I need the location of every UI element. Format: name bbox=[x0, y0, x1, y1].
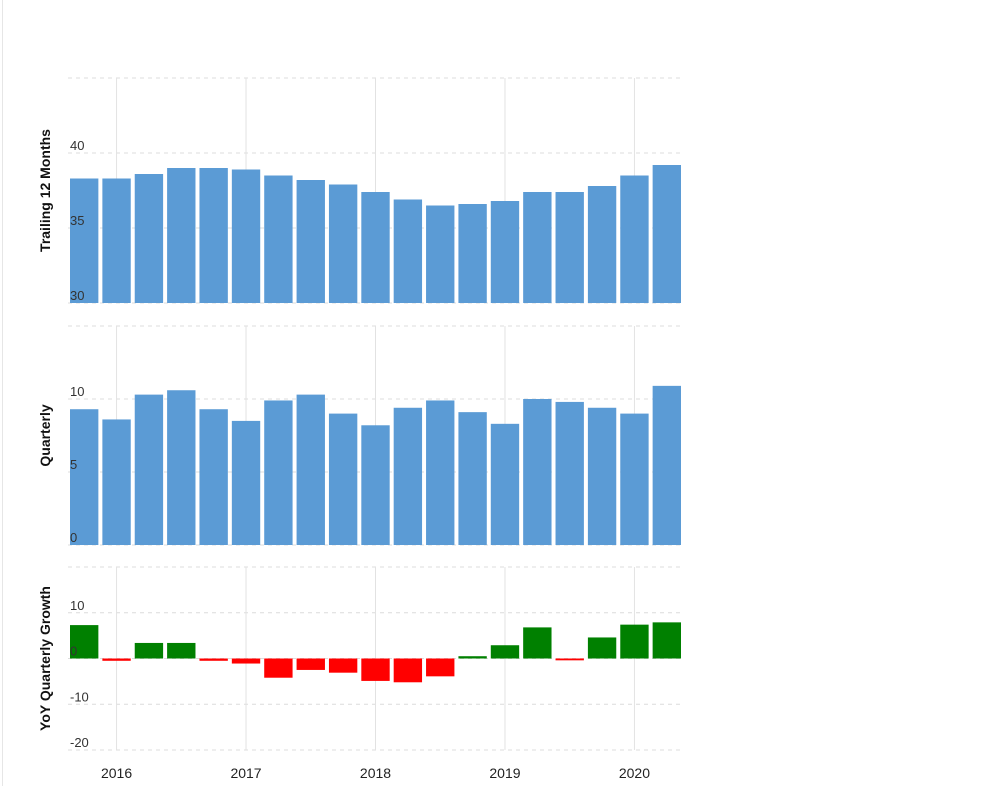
bar[interactable] bbox=[167, 642, 196, 659]
yoy-growth-panel: -20 -10 0 10 YoY Quarterly Growth bbox=[37, 566, 683, 751]
bar[interactable] bbox=[167, 390, 196, 545]
bar[interactable] bbox=[264, 175, 293, 304]
bar[interactable] bbox=[523, 399, 552, 545]
y-tick-label: 5 bbox=[70, 457, 77, 472]
y-tick-label: 0 bbox=[70, 530, 77, 545]
bar[interactable] bbox=[458, 412, 487, 545]
bar[interactable] bbox=[70, 409, 99, 545]
bar[interactable] bbox=[70, 625, 99, 659]
x-tick-label: 2017 bbox=[230, 765, 261, 781]
bar[interactable] bbox=[134, 642, 164, 659]
bar[interactable] bbox=[296, 180, 325, 303]
bar[interactable] bbox=[587, 637, 617, 659]
y-axis-title: Trailing 12 Months bbox=[37, 129, 53, 252]
bar[interactable] bbox=[167, 168, 196, 303]
bar[interactable] bbox=[199, 658, 228, 661]
bar[interactable] bbox=[426, 205, 455, 304]
bar[interactable] bbox=[328, 184, 358, 304]
y-tick-label: 10 bbox=[70, 384, 84, 399]
bar[interactable] bbox=[231, 658, 261, 664]
bar[interactable] bbox=[361, 192, 390, 303]
y-tick-label: 40 bbox=[70, 138, 84, 153]
y-axis-title: YoY Quarterly Growth bbox=[37, 586, 53, 731]
bar[interactable] bbox=[652, 622, 681, 659]
y-axis-title: Quarterly bbox=[37, 404, 53, 466]
bar[interactable] bbox=[199, 409, 228, 545]
bar[interactable] bbox=[458, 204, 487, 303]
bar[interactable] bbox=[328, 413, 358, 545]
bar[interactable] bbox=[652, 385, 681, 545]
bar[interactable] bbox=[296, 394, 325, 545]
bar[interactable] bbox=[361, 425, 390, 545]
y-tick-label: -20 bbox=[70, 735, 89, 750]
bar[interactable] bbox=[587, 186, 617, 303]
x-tick-label: 2018 bbox=[360, 765, 391, 781]
bar[interactable] bbox=[587, 407, 617, 545]
bar[interactable] bbox=[361, 658, 390, 681]
bar[interactable] bbox=[102, 178, 131, 304]
bar[interactable] bbox=[231, 420, 261, 545]
bar[interactable] bbox=[393, 199, 423, 304]
bar[interactable] bbox=[393, 407, 423, 545]
bar[interactable] bbox=[652, 165, 681, 303]
bar[interactable] bbox=[426, 658, 455, 677]
y-tick-label: 10 bbox=[70, 598, 84, 613]
bar[interactable] bbox=[199, 168, 228, 303]
y-tick-label: 30 bbox=[70, 288, 84, 303]
bar[interactable] bbox=[490, 423, 520, 545]
y-tick-label: 0 bbox=[70, 644, 77, 659]
trailing-12-months-panel: 30 35 40 Trailing 12 Months bbox=[37, 77, 683, 304]
bar[interactable] bbox=[523, 192, 552, 303]
bar[interactable] bbox=[264, 400, 293, 545]
page-left-border bbox=[2, 0, 3, 786]
bar[interactable] bbox=[620, 175, 649, 304]
bar[interactable] bbox=[458, 656, 487, 659]
bar[interactable] bbox=[426, 400, 455, 545]
bar[interactable] bbox=[490, 201, 520, 303]
x-tick-label: 2016 bbox=[101, 765, 132, 781]
y-tick-label: -10 bbox=[70, 689, 89, 704]
y-tick-label: 35 bbox=[70, 213, 84, 228]
bar[interactable] bbox=[102, 419, 131, 545]
bar[interactable] bbox=[555, 401, 584, 545]
quarterly-panel: 0 5 10 Quarterly bbox=[37, 325, 683, 546]
bar[interactable] bbox=[231, 169, 261, 304]
x-tick-label: 2019 bbox=[489, 765, 520, 781]
x-axis: 2016 2017 2018 2019 2020 bbox=[101, 765, 650, 781]
bar[interactable] bbox=[102, 658, 131, 661]
x-tick-label: 2020 bbox=[619, 765, 650, 781]
bar[interactable] bbox=[393, 658, 423, 683]
bar[interactable] bbox=[264, 658, 293, 678]
bar[interactable] bbox=[70, 178, 99, 304]
bar[interactable] bbox=[555, 192, 584, 303]
bar[interactable] bbox=[620, 413, 649, 545]
bar[interactable] bbox=[523, 627, 552, 659]
bar[interactable] bbox=[134, 174, 164, 303]
bar[interactable] bbox=[620, 624, 649, 659]
bar[interactable] bbox=[296, 658, 325, 670]
bar[interactable] bbox=[490, 645, 520, 659]
bar[interactable] bbox=[555, 658, 584, 661]
bar[interactable] bbox=[134, 394, 164, 545]
bar[interactable] bbox=[328, 658, 358, 673]
